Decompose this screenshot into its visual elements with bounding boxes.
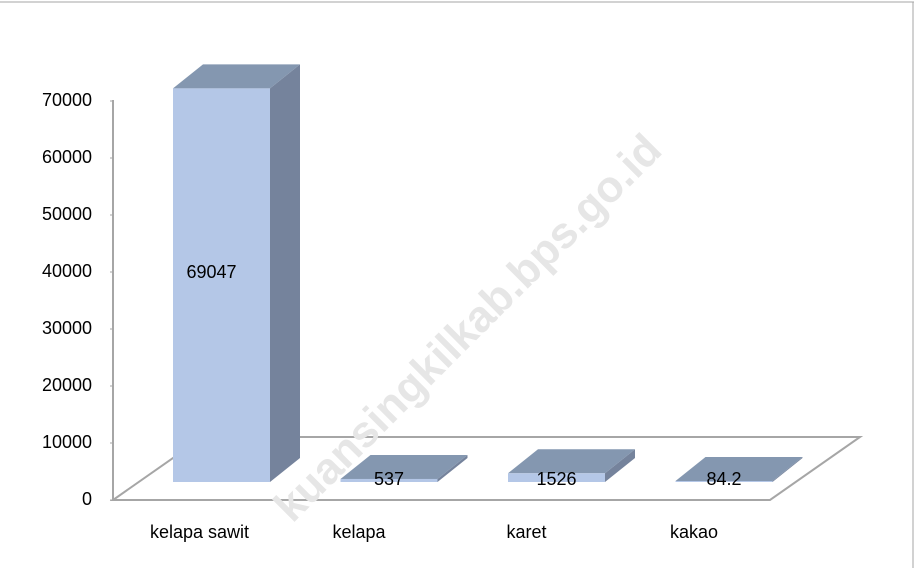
x-tick-label: kakao: [670, 522, 718, 542]
value-label: 537: [374, 469, 404, 489]
bar: [675, 481, 773, 482]
y-tick-label: 40000: [42, 261, 92, 281]
y-tick-label: 30000: [42, 318, 92, 338]
bar-top: [173, 64, 300, 89]
x-tick-label: karet: [506, 522, 546, 542]
bar-top: [675, 457, 803, 481]
y-tick-label: 20000: [42, 375, 92, 395]
bar-side: [605, 449, 635, 482]
x-tick-label: kelapa: [332, 522, 386, 542]
bar-side: [437, 454, 468, 482]
bar-side: [772, 457, 803, 482]
bar-top: [340, 454, 468, 479]
bar-top: [508, 449, 635, 474]
bar-side: [270, 64, 300, 482]
y-tick-label: 0: [82, 489, 92, 509]
y-tick-label: 60000: [42, 147, 92, 167]
y-tick-label: 10000: [42, 432, 92, 452]
y-tick-label: 50000: [42, 204, 92, 224]
value-label: 1526: [536, 469, 576, 489]
bar: [508, 473, 605, 482]
y-tick-label: 70000: [42, 90, 92, 110]
x-tick-label: kelapa sawit: [150, 522, 249, 542]
bar: [340, 478, 438, 482]
value-label: 84.2: [706, 469, 741, 489]
bar: [173, 88, 270, 482]
value-label: 69047: [186, 262, 236, 282]
